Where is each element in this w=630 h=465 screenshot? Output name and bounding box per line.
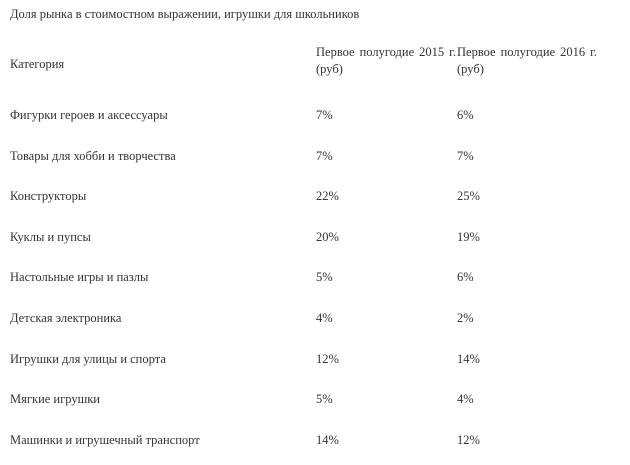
- cell-value: 22%: [316, 189, 339, 204]
- cell-value: 4%: [316, 311, 333, 325]
- cell-value: 20%: [316, 229, 339, 244]
- cell-value: 12%: [316, 351, 339, 366]
- cell-value: 7%: [316, 148, 333, 163]
- row-label: Куклы и пупсы: [10, 229, 91, 244]
- cell-value: 12%: [457, 432, 480, 447]
- column-header: Первое полугодие 2015 г. (руб): [316, 45, 456, 76]
- row-label: Мягкие игрушки: [10, 392, 100, 407]
- cell-value: 6%: [457, 108, 474, 122]
- row-label: Конструкторы: [10, 189, 87, 204]
- cell-value: 4%: [457, 392, 474, 407]
- cell-value: 6%: [457, 270, 474, 285]
- column-header: Первое полугодие 2016 г. (руб): [457, 45, 597, 76]
- row-label: Машинки и игрушечный транспорт: [10, 432, 200, 447]
- cell-value: 2%: [457, 311, 474, 325]
- cell-value: 5%: [316, 392, 333, 407]
- row-label: Детская электроника: [10, 311, 122, 325]
- cell-value: 5%: [316, 270, 333, 285]
- cell-value: 25%: [457, 189, 480, 204]
- cell-value: 19%: [457, 229, 480, 244]
- row-label: Фигурки героев и аксессуары: [10, 108, 168, 122]
- cell-value: 14%: [316, 432, 339, 447]
- row-label: Настольные игры и пазлы: [10, 270, 149, 285]
- title: Доля рынка в стоимостном выражении, игру…: [10, 7, 360, 21]
- column-header: Категория: [10, 57, 65, 71]
- row-label: Игрушки для улицы и спорта: [10, 351, 166, 366]
- cell-value: 7%: [316, 108, 333, 122]
- row-label: Товары для хобби и творчества: [10, 148, 176, 163]
- cell-value: 14%: [457, 351, 480, 366]
- cell-value: 7%: [457, 148, 474, 163]
